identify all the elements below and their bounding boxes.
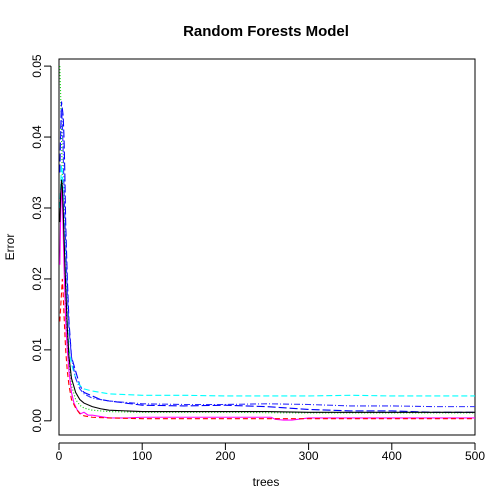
x-tick-label: 0 xyxy=(56,449,63,463)
y-axis: 0.00 0.01 0.02 0.03 0.04 0.05 xyxy=(30,54,52,433)
series-line-6 xyxy=(59,278,475,420)
series-line-4 xyxy=(59,165,475,397)
y-tick-label: 0.01 xyxy=(30,338,44,362)
y-tick-label: 0.03 xyxy=(30,196,44,220)
series-line-3 xyxy=(59,101,475,413)
x-tick-label: 500 xyxy=(465,449,485,463)
y-tick-label: 0.05 xyxy=(30,54,44,78)
series-line-7 xyxy=(59,179,475,413)
series-line-1 xyxy=(59,66,475,414)
plot-frame xyxy=(58,58,476,436)
chart-title: Random Forests Model xyxy=(183,23,349,40)
series-line-2 xyxy=(59,186,475,421)
y-tick-label: 0.02 xyxy=(30,267,44,291)
y-axis-label: Error xyxy=(3,234,17,261)
x-tick-label: 400 xyxy=(382,449,402,463)
x-tick-label: 200 xyxy=(215,449,235,463)
series-layer xyxy=(59,66,475,421)
series-line-5 xyxy=(60,108,475,408)
x-axis-label: trees xyxy=(253,475,280,489)
x-tick-label: 300 xyxy=(299,449,319,463)
x-tick-label: 100 xyxy=(132,449,152,463)
y-tick-label: 0.04 xyxy=(30,125,44,149)
y-tick-label: 0.00 xyxy=(30,409,44,433)
x-axis: 0 100 200 300 400 500 xyxy=(56,442,485,463)
